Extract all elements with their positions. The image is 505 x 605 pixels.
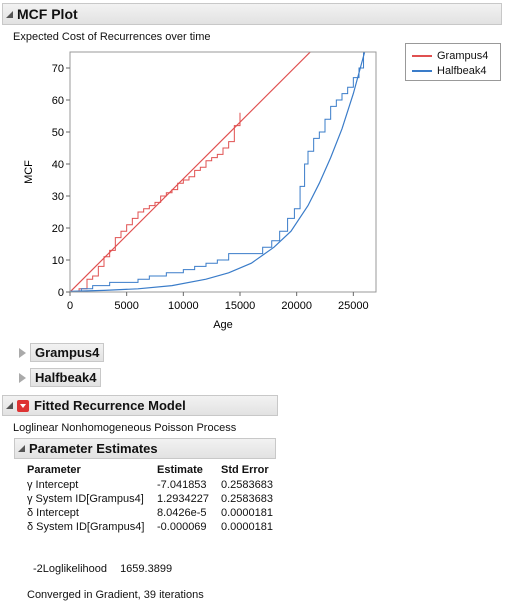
column-header-std-error[interactable]: Std Error <box>221 464 269 476</box>
x-tick-label: 20000 <box>281 300 312 312</box>
param-estimate: 1.2934227 <box>157 493 209 505</box>
y-tick-label: 20 <box>52 223 64 235</box>
x-axis-label: Age <box>213 319 233 331</box>
column-header-estimate[interactable]: Estimate <box>157 464 203 476</box>
param-name: δ System ID[Grampus4] <box>27 521 145 533</box>
convergence-status: Converged in Gradient, 39 iterations <box>27 589 204 601</box>
red-triangle-menu-icon[interactable] <box>17 399 29 412</box>
param-estimate: -7.041853 <box>157 479 207 491</box>
column-header-parameter[interactable]: Parameter <box>27 464 81 476</box>
y-tick-label: 60 <box>52 95 64 107</box>
param-estimate: -0.000069 <box>157 521 207 533</box>
disclosure-open-icon[interactable] <box>6 402 13 409</box>
param-std-error: 0.0000181 <box>221 521 273 533</box>
y-axis-label: MCF <box>23 160 35 184</box>
disclosure-open-icon[interactable] <box>6 10 13 18</box>
legend-swatch-grampus4 <box>412 54 432 57</box>
chart-legend: Grampus4 Halfbeak4 <box>405 43 501 81</box>
param-name: δ Intercept <box>27 507 79 519</box>
param-std-error: 0.0000181 <box>221 507 273 519</box>
series-halfbeak4-fit <box>70 52 366 292</box>
mcf-plot-title: MCF Plot <box>17 6 78 22</box>
y-tick-label: 40 <box>52 159 64 171</box>
grampus4-header[interactable]: Grampus4 <box>16 342 112 363</box>
legend-swatch-halfbeak4 <box>412 69 432 72</box>
x-tick-label: 15000 <box>225 300 256 312</box>
halfbeak4-header[interactable]: Halfbeak4 <box>16 367 112 388</box>
legend-label: Grampus4 <box>437 49 489 62</box>
param-name: γ Intercept <box>27 479 79 491</box>
param-estimate: 8.0426e-5 <box>157 507 207 519</box>
loglikelihood-row: -2Loglikelihood 1659.3899 <box>33 563 172 575</box>
series-grampus4-step <box>70 112 241 292</box>
y-tick-label: 70 <box>52 63 64 75</box>
mcf-plot-subtitle: Expected Cost of Recurrences over time <box>13 31 211 43</box>
mcf-plot-header[interactable]: MCF Plot <box>2 3 502 25</box>
table-row: γ System ID[Grampus4] 1.2934227 0.258368… <box>27 492 279 506</box>
disclosure-closed-icon[interactable] <box>19 347 26 358</box>
y-tick-label: 30 <box>52 191 64 203</box>
table-row: γ Intercept -7.041853 0.2583683 <box>27 478 279 492</box>
fitted-model-subtitle: Loglinear Nonhomogeneous Poisson Process <box>13 422 237 434</box>
param-std-error: 0.2583683 <box>221 479 273 491</box>
legend-item-grampus4[interactable]: Grampus4 <box>412 48 494 63</box>
parameter-estimates-table: Parameter Estimate Std Error γ Intercept… <box>27 463 279 534</box>
y-tick-label: 50 <box>52 127 64 139</box>
table-row: δ System ID[Grampus4] -0.000069 0.000018… <box>27 520 279 534</box>
param-std-error: 0.2583683 <box>221 493 273 505</box>
fitted-model-title: Fitted Recurrence Model <box>34 398 186 413</box>
halfbeak4-title: Halfbeak4 <box>30 368 102 387</box>
y-tick-label: 10 <box>52 255 64 267</box>
table-row: δ Intercept 8.0426e-5 0.0000181 <box>27 506 279 520</box>
mcf-chart: 0 10 20 30 40 50 60 70 0 5000 10000 15000 20000 25000… <box>23 51 377 331</box>
parameter-estimates-title: Parameter Estimates <box>29 441 158 456</box>
x-tick-label: 5000 <box>114 300 138 312</box>
table-header-row: Parameter Estimate Std Error <box>27 463 279 478</box>
plot-frame <box>69 51 377 293</box>
loglikelihood-value: 1659.3899 <box>120 563 173 575</box>
y-tick-label: 0 <box>58 287 64 299</box>
loglikelihood-label: -2Loglikelihood <box>33 563 107 575</box>
disclosure-closed-icon[interactable] <box>19 372 26 383</box>
fitted-model-header[interactable]: Fitted Recurrence Model <box>2 395 278 416</box>
param-name: γ System ID[Grampus4] <box>27 493 144 505</box>
grampus4-title: Grampus4 <box>30 343 105 362</box>
disclosure-open-icon[interactable] <box>18 445 25 452</box>
series-halfbeak4-step <box>70 52 365 292</box>
x-tick-label: 10000 <box>168 300 199 312</box>
x-tick-label: 25000 <box>338 300 369 312</box>
series-grampus4-fit <box>70 52 311 292</box>
parameter-estimates-header[interactable]: Parameter Estimates <box>14 438 276 459</box>
legend-label: Halfbeak4 <box>437 64 487 77</box>
legend-item-halfbeak4[interactable]: Halfbeak4 <box>412 63 494 78</box>
x-tick-label: 0 <box>67 300 73 312</box>
